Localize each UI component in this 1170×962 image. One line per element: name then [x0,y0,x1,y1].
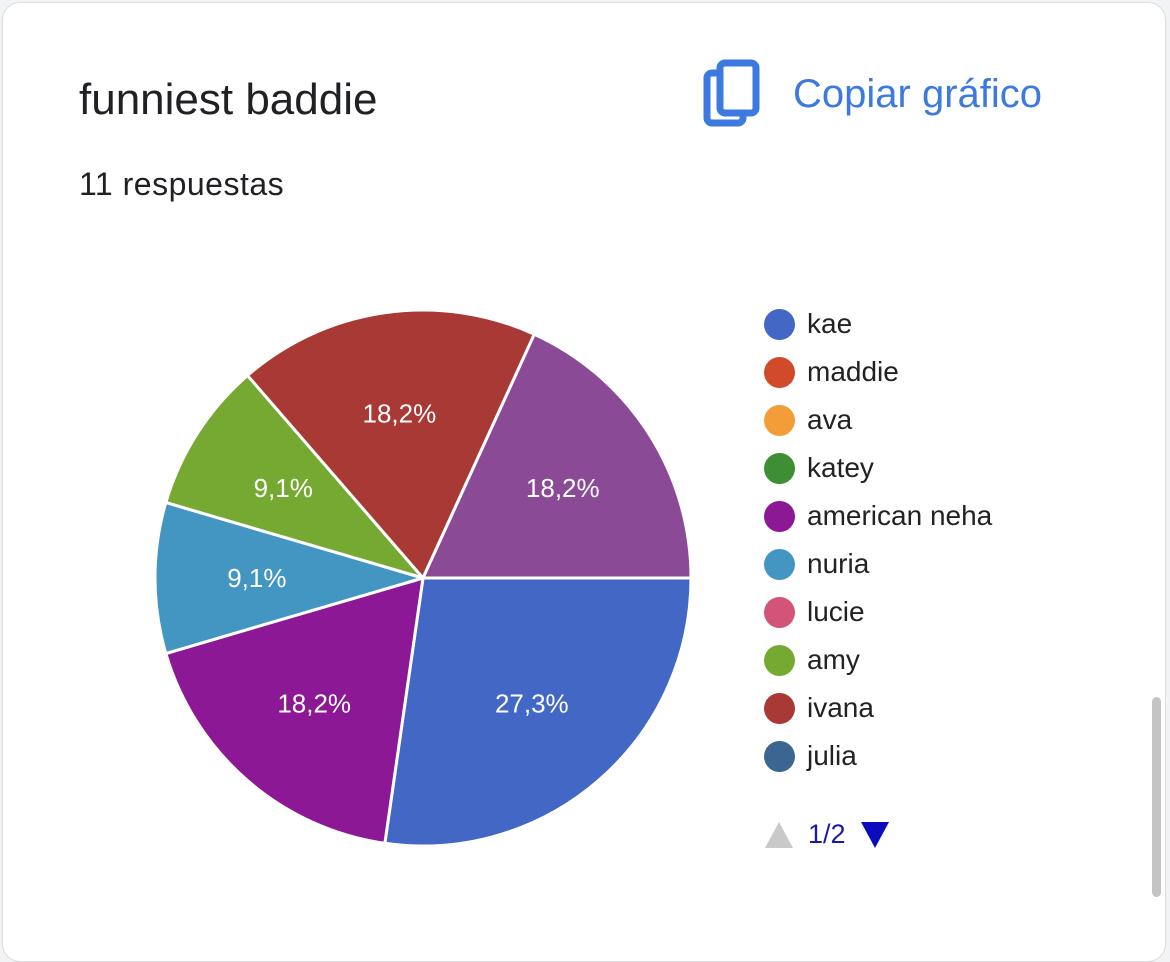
legend-swatch [764,308,795,340]
legend-swatch [764,692,795,724]
legend-item-katey[interactable]: katey [764,444,992,492]
legend-label: lucie [807,596,865,627]
triangle-up-icon[interactable] [764,819,794,849]
legend-swatch [764,500,795,532]
legend-label: maddie [807,356,899,387]
legend-label: american neha [807,500,993,531]
legend-item-ava[interactable]: ava [764,396,992,444]
legend-label: amy [807,644,860,675]
chart-title: funniest baddie [79,75,378,124]
scrollbar-thumb[interactable] [1152,697,1161,897]
legend-label: ivana [807,692,874,723]
copy-icon [703,59,763,129]
legend-label: kae [807,308,853,339]
legend-label: julia [807,740,857,771]
legend-swatch [764,740,795,772]
legend-swatch [764,452,795,484]
chart-legend: kae maddie ava katey american neha nuria lucie… [764,300,992,780]
legend-item-american-neha[interactable]: american neha [764,492,992,540]
legend-swatch [764,404,795,436]
legend-label: ava [807,404,853,435]
legend-pager: 1/2 [764,812,890,856]
copy-chart-button[interactable]: Copiar gráfico [703,59,1042,129]
triangle-down-icon[interactable] [860,819,890,849]
legend-item-ivana[interactable]: ivana [764,684,992,732]
legend-item-lucie[interactable]: lucie [764,588,992,636]
copy-chart-label: Copiar gráfico [793,71,1043,116]
legend-item-nuria[interactable]: nuria [764,540,992,588]
legend-item-amy[interactable]: amy [764,636,992,684]
legend-item-julia[interactable]: julia [764,732,992,780]
legend-page-indicator: 1/2 [808,818,846,849]
legend-swatch [764,596,795,628]
response-count: 11 respuestas [79,166,285,202]
legend-swatch [764,644,795,676]
legend-swatch [764,548,795,580]
legend-label: nuria [807,548,870,579]
legend-item-kae[interactable]: kae [764,300,992,348]
legend-label: katey [807,452,874,483]
legend-item-maddie[interactable]: maddie [764,348,992,396]
legend-swatch [764,356,795,388]
